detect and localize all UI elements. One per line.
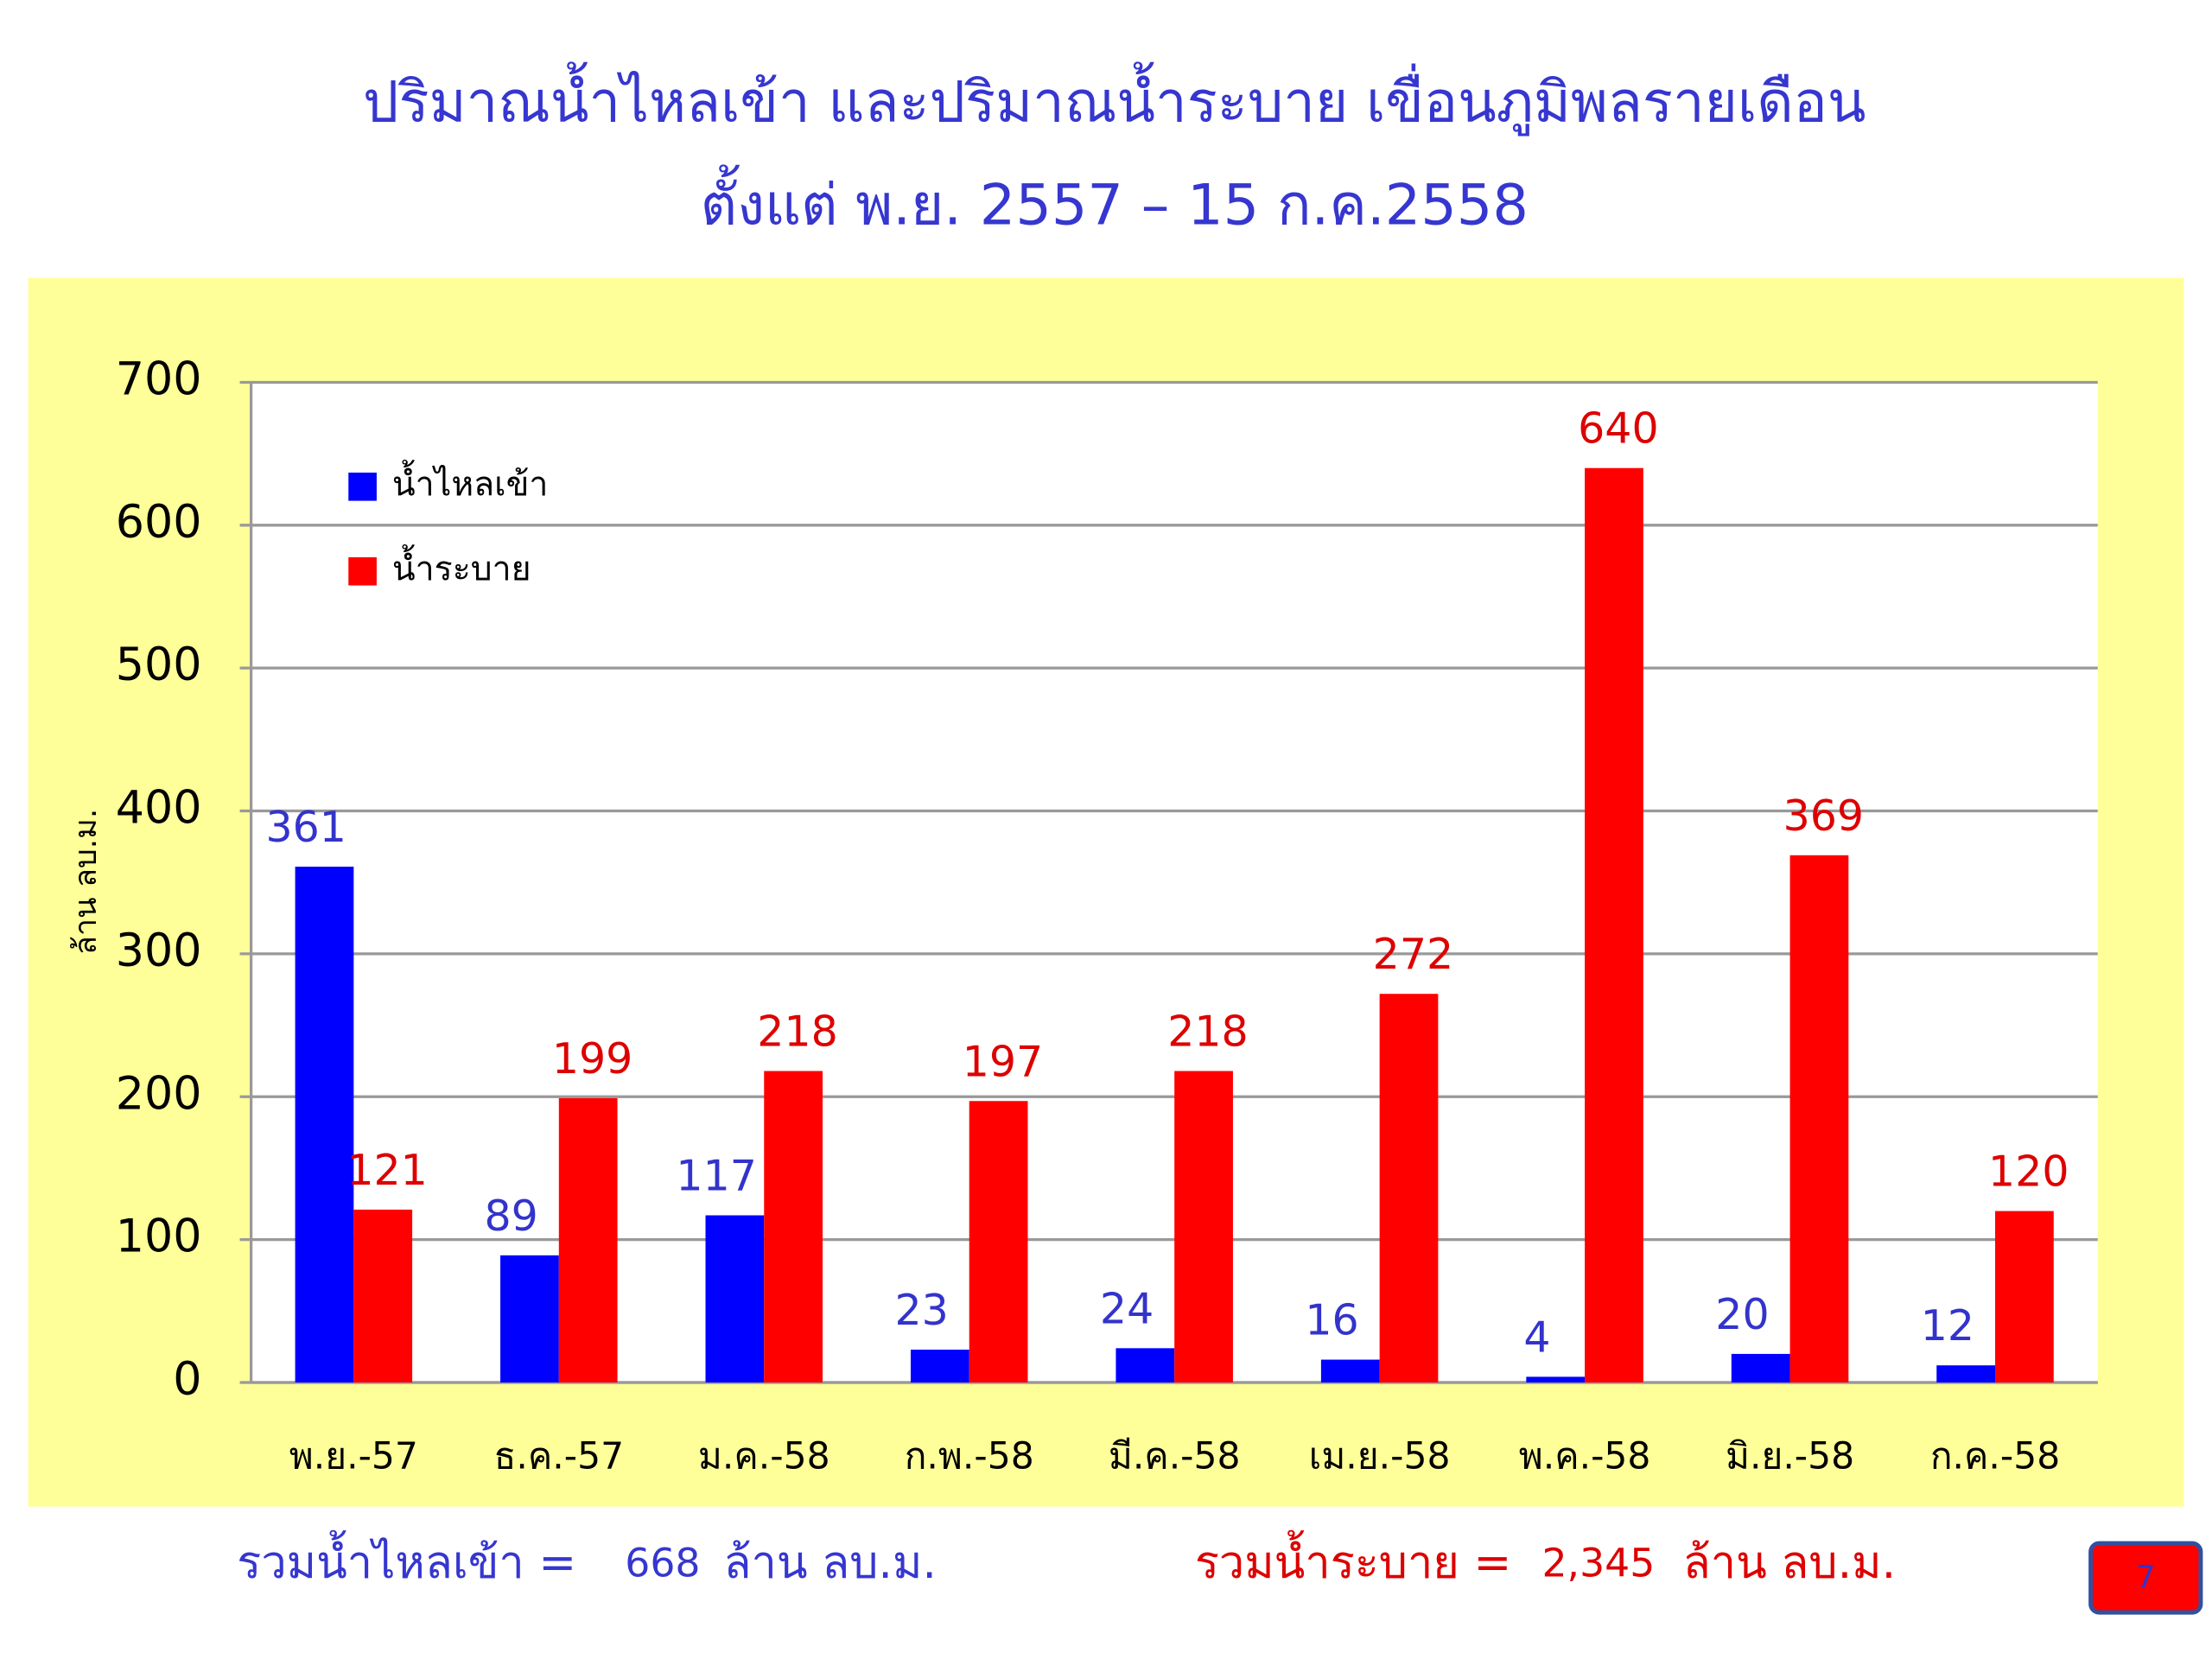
value-label: 218 [1167, 1007, 1248, 1057]
value-label: 24 [1100, 1284, 1154, 1333]
footer-release-total: 2,345 [1541, 1541, 1655, 1586]
y-tick-label: 400 [116, 783, 202, 835]
footer-release-label: รวมน้ำระบาย = [1195, 1530, 1511, 1589]
x-tick-label: มิ.ย.-58 [1726, 1436, 1854, 1478]
value-label: 361 [266, 803, 346, 852]
value-label: 272 [1373, 930, 1453, 979]
y-tick-label: 500 [116, 639, 202, 691]
value-label: 199 [552, 1034, 632, 1084]
value-label: 121 [346, 1146, 427, 1195]
bar [705, 1215, 765, 1382]
y-tick-label: 0 [173, 1354, 201, 1406]
value-label: 4 [1523, 1313, 1550, 1362]
bar [500, 1255, 559, 1382]
bar [1526, 1376, 1586, 1382]
legend-swatch [348, 472, 377, 501]
legend-swatch [348, 556, 377, 586]
y-tick-label: 300 [116, 925, 202, 977]
value-label: 117 [676, 1152, 756, 1201]
value-label: 20 [1715, 1290, 1769, 1339]
x-tick-label: ม.ค.-58 [698, 1436, 830, 1478]
page-number-box [2088, 1541, 2203, 1615]
x-tick-label: ก.พ.-58 [905, 1436, 1034, 1478]
value-label: 12 [1921, 1301, 1974, 1351]
bar [764, 1071, 823, 1382]
footer-inflow-unit: ล้าน ลบ.ม. [724, 1537, 937, 1589]
value-label: 120 [1988, 1147, 2069, 1197]
page-number: 7 [2136, 1560, 2156, 1595]
bar [1174, 1071, 1233, 1382]
x-tick-label: พ.ค.-58 [1519, 1436, 1651, 1478]
bar [1116, 1348, 1175, 1382]
chart-subtitle: ตั้งแต่ พ.ย. 2557 – 15 ก.ค.2558 [701, 164, 1529, 238]
y-tick-label: 200 [116, 1068, 202, 1120]
footer-inflow-label: รวมน้ำไหลเข้า = [237, 1530, 576, 1589]
y-tick-label: 600 [116, 497, 202, 549]
bar [1379, 994, 1439, 1382]
value-label: 197 [963, 1037, 1043, 1086]
x-tick-label: ธ.ค.-57 [494, 1436, 625, 1478]
bar [910, 1349, 969, 1382]
legend-label: น้ำไหลเข้า [392, 460, 548, 505]
value-label: 16 [1305, 1296, 1358, 1345]
bar [1320, 1359, 1380, 1382]
x-tick-label: พ.ย.-57 [289, 1436, 418, 1478]
bar [1731, 1353, 1790, 1382]
value-label: 640 [1578, 404, 1658, 454]
value-label: 218 [757, 1007, 837, 1057]
legend-label: น้ำระบาย [392, 544, 531, 589]
bar [1995, 1211, 2054, 1382]
bar [1789, 855, 1849, 1382]
chart-title: ปริมาณน้ำไหลเข้า และปริมาณน้ำระบาย เขื่อ… [363, 61, 1866, 137]
value-label: 23 [894, 1286, 948, 1335]
x-tick-label: ก.ค.-58 [1930, 1436, 2060, 1478]
bar [969, 1101, 1028, 1382]
value-label: 369 [1783, 791, 1864, 841]
bar [295, 867, 354, 1382]
bar [1585, 467, 1643, 1382]
bar [1936, 1365, 1996, 1382]
bar [353, 1209, 413, 1382]
footer-inflow-total: 668 [625, 1541, 700, 1586]
footer-release-unit: ล้าน ลบ.ม. [1683, 1537, 1896, 1589]
x-tick-label: มี.ค.-58 [1109, 1436, 1241, 1478]
x-tick-label: เม.ย.-58 [1309, 1436, 1451, 1478]
y-tick-label: 700 [116, 353, 202, 405]
value-label: 89 [485, 1192, 538, 1241]
bar [558, 1097, 618, 1382]
y-axis-title: ล้าน ลบ.ม. [68, 809, 104, 955]
y-tick-label: 100 [116, 1211, 202, 1263]
